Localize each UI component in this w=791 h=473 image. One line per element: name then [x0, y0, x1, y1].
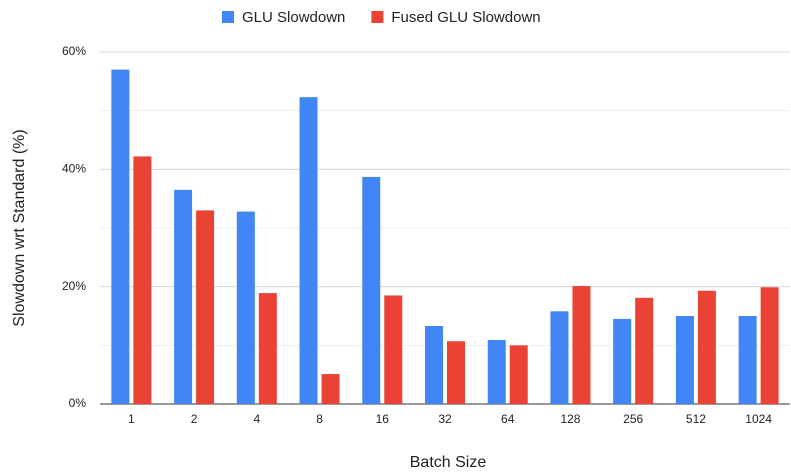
bar [675, 316, 694, 404]
bar [760, 287, 779, 404]
bar [635, 297, 654, 404]
x-tick-label: 8 [316, 412, 323, 426]
x-tick-label: 2 [191, 412, 198, 426]
bar [299, 97, 318, 404]
bar [425, 325, 443, 404]
bar [174, 189, 193, 404]
bar [572, 286, 591, 404]
bar [738, 316, 757, 404]
x-tick-label: 64 [501, 412, 515, 426]
bar [509, 345, 528, 404]
bar [196, 210, 215, 404]
x-tick-label: 256 [623, 412, 643, 426]
bar [321, 374, 340, 404]
bar [613, 318, 632, 404]
y-tick-label: 20% [62, 279, 86, 293]
y-tick-label: 40% [62, 162, 86, 176]
bar [550, 311, 569, 404]
y-tick-label: 60% [62, 44, 86, 58]
bar [362, 176, 381, 404]
bar [236, 211, 255, 404]
x-tick-label: 16 [376, 412, 390, 426]
bar [447, 341, 465, 404]
legend-swatch [371, 11, 384, 23]
y-tick-label: 0% [69, 396, 87, 410]
legend-label: GLU Slowdown [242, 9, 345, 26]
x-tick-label: 512 [686, 412, 706, 426]
bar [487, 340, 506, 404]
bar [384, 295, 403, 404]
x-tick-label: 128 [560, 412, 580, 426]
x-tick-label: 4 [253, 412, 260, 426]
x-axis-label: Batch Size [410, 454, 487, 471]
legend-swatch [222, 11, 234, 23]
bar [133, 156, 152, 404]
bar [697, 290, 716, 404]
x-tick-label: 32 [438, 412, 452, 426]
bar [111, 69, 130, 404]
y-axis-label: Slowdown wrt Standard (%) [11, 129, 28, 326]
x-tick-label: 1 [128, 412, 135, 426]
legend-label: Fused GLU Slowdown [391, 9, 540, 26]
x-tick-label: 1024 [745, 412, 772, 426]
bar [258, 293, 277, 404]
